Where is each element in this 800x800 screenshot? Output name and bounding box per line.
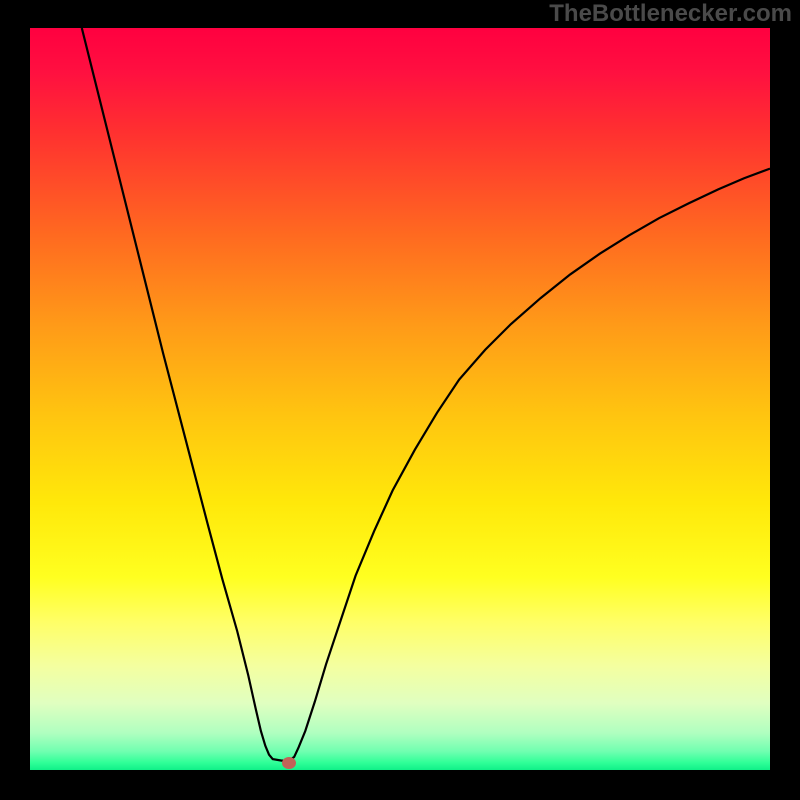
bottleneck-curve <box>30 28 770 768</box>
curve-path <box>82 28 770 761</box>
watermark-text: TheBottlenecker.com <box>549 0 792 28</box>
optimum-marker <box>282 757 296 769</box>
chart-stage: TheBottlenecker.com <box>0 0 800 800</box>
plot-frame <box>30 28 770 770</box>
